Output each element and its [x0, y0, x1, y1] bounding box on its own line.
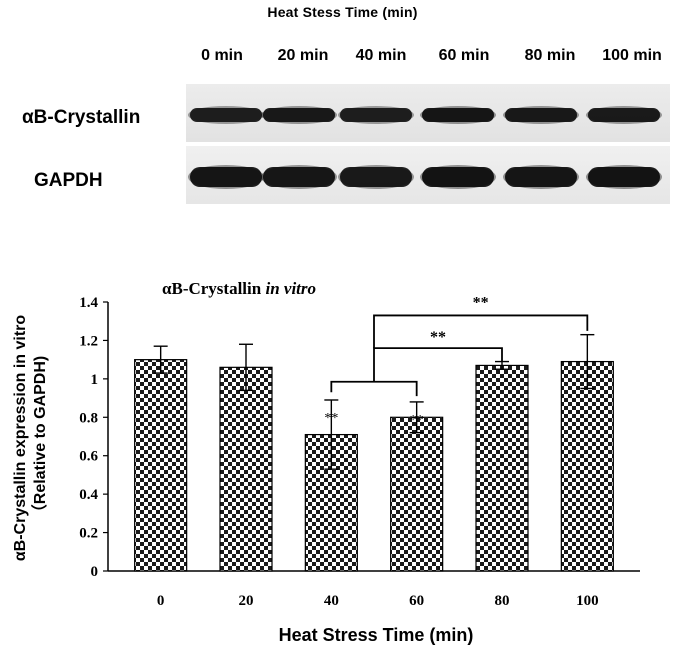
- blot-band: [340, 108, 412, 122]
- lane-label: 100 min: [602, 47, 662, 64]
- y-axis-label-line1: αB-Crystallin expression in vitro: [12, 315, 29, 562]
- lane-label: 20 min: [277, 47, 329, 64]
- blot-band: [505, 167, 577, 187]
- blot-band: [190, 167, 262, 187]
- lane-label: 80 min: [524, 47, 576, 64]
- y-tick-label: 1: [91, 372, 99, 388]
- blot-band: [505, 108, 577, 122]
- x-tick-label: 0: [157, 593, 165, 609]
- bar: [219, 366, 273, 572]
- y-tick-label: 0.6: [79, 449, 98, 465]
- y-tick-label: 1.4: [79, 295, 98, 311]
- bar: [134, 359, 188, 572]
- blot-row-label-crystallin: αB-Crystallin: [22, 107, 141, 128]
- lane-label: 40 min: [355, 47, 407, 64]
- blot-band: [263, 167, 335, 187]
- bracket-label: **: [430, 329, 446, 346]
- blot-band: [588, 167, 660, 187]
- y-tick-label: 0.8: [79, 410, 98, 426]
- bar: [560, 360, 614, 572]
- bar-chart: αB-Crystallin in vitro 0 0.2 0.4 0.6 0.8 1 1.2…: [12, 279, 640, 645]
- blot-band: [588, 108, 660, 122]
- blot-band: [263, 108, 335, 122]
- bracket-mid: [373, 347, 503, 382]
- significance-mark: **: [324, 411, 338, 426]
- x-tick-label: 80: [495, 593, 510, 609]
- y-axis-label-line2: （Relative to GAPDH): [31, 356, 49, 520]
- blot-strip-crystallin: [186, 84, 670, 142]
- bracket-low: [330, 380, 418, 397]
- bar: [475, 364, 529, 572]
- bracket-label: **: [473, 294, 489, 311]
- x-tick-label: 100: [576, 593, 599, 609]
- blot-strip-gapdh: [186, 146, 670, 204]
- x-tick-label: 40: [324, 593, 339, 609]
- lane-label: 60 min: [438, 47, 490, 64]
- lane-label: 0 min: [201, 47, 243, 64]
- blot-band: [190, 108, 262, 122]
- bar: [304, 433, 358, 572]
- x-tick-label: 20: [239, 593, 254, 609]
- significance-mark: **: [410, 413, 424, 428]
- y-tick-label: 1.2: [79, 333, 98, 349]
- chart-title: αB-Crystallin in vitro: [162, 279, 316, 298]
- blot-band: [422, 108, 494, 122]
- blot-band: [340, 167, 412, 187]
- bar: [390, 416, 444, 572]
- blot-row-label-gapdh: GAPDH: [34, 170, 103, 191]
- blot-title: Heat Stess Time (min): [267, 4, 418, 20]
- blot-band: [422, 167, 494, 187]
- x-tick-label: 60: [409, 593, 424, 609]
- y-tick-label: 0.4: [79, 487, 98, 503]
- bracket-high: [373, 314, 589, 349]
- y-tick-label: 0: [91, 564, 99, 580]
- x-axis-label: Heat Stress Time (min): [279, 625, 474, 645]
- y-tick-label: 0.2: [79, 526, 98, 542]
